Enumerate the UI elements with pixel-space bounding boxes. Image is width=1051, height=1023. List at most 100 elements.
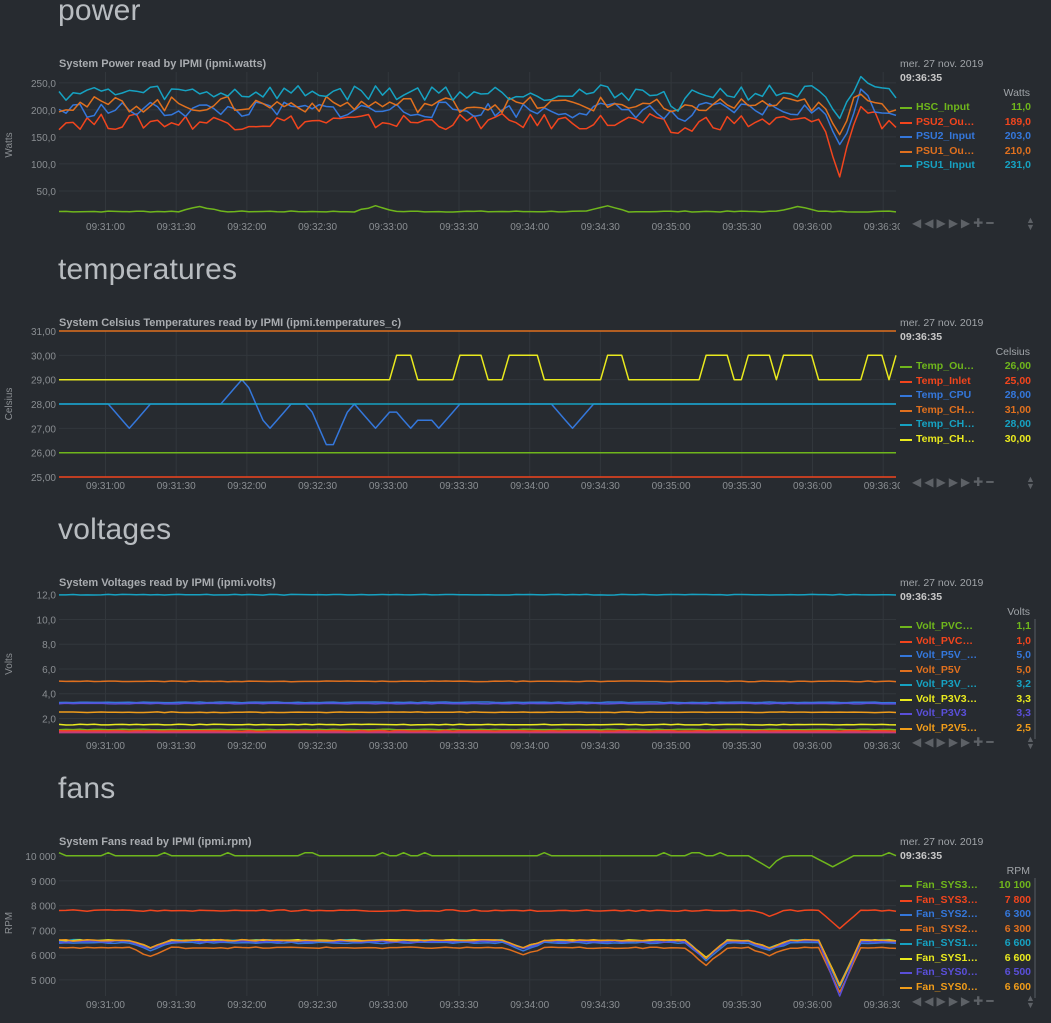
legend-item[interactable]: Volt_P2V5… 2,5 [900, 722, 1031, 736]
temperatures-chart[interactable]: 09:31:00 09:31:30 09:32:00 09:32:30 09:33:00… [0, 259, 900, 509]
legend-item[interactable]: Volt_P3V3… 3,3 [900, 693, 1031, 707]
legend-item[interactable]: Volt_P5V 5,0 [900, 664, 1031, 678]
legend-item[interactable]: PSU1_Ou… 210,0 [900, 145, 1031, 159]
chart-toolbox[interactable]: ◀◀▶▶▶✚━ [912, 216, 996, 230]
rewind-icon[interactable]: ◀◀ [912, 735, 937, 749]
legend-item[interactable]: Volt_P3V3 3,3 [900, 707, 1031, 721]
fans-chart[interactable]: 09:31:00 09:31:30 09:32:00 09:32:30 09:33:00… [0, 778, 900, 1023]
legend-item[interactable]: Temp_CH… 28,00 [900, 418, 1031, 432]
legend-item[interactable]: Temp_CH… 30,00 [900, 433, 1031, 447]
legend-item[interactable]: Temp_Ou… 26,00 [900, 360, 1031, 374]
legend-item[interactable]: Fan_SYS2… 6 300 [900, 908, 1031, 922]
rewind-icon[interactable]: ◀◀ [912, 994, 937, 1008]
legend-label: Temp_CPU [916, 389, 972, 401]
legend-item[interactable]: Fan_SYS1… 6 600 [900, 937, 1031, 951]
rewind-icon[interactable]: ◀◀ [912, 216, 937, 230]
legend-label: Fan_SYS0… [916, 966, 978, 978]
series-line-PSU1_Input [58, 75, 897, 120]
x-tick-label: 09:33:00 [369, 481, 408, 492]
fast-forward-icon[interactable]: ▶▶ [948, 735, 974, 749]
series-line-PSU2_Input [58, 88, 897, 146]
legend-time: 09:36:35 [900, 591, 943, 603]
legend-item[interactable]: Temp_Inlet 25,00 [900, 375, 1031, 389]
x-tick-label: 09:34:00 [510, 1000, 549, 1011]
y-tick-label: 2,0 [42, 714, 56, 725]
resize-handle-icon[interactable]: ▲ ▼ [1026, 734, 1035, 751]
legend-item[interactable]: Fan_SYS3… 7 800 [900, 894, 1031, 908]
voltages-section: voltages System Voltages read by IPMI (i… [0, 513, 1051, 769]
legend-value: 231,0 [1004, 159, 1031, 171]
power-chart[interactable]: 09:31:00 09:31:30 09:32:00 09:32:30 09:33:00… [0, 0, 900, 250]
zoom-out-icon[interactable]: ━ [986, 216, 997, 230]
legend-item[interactable]: Fan_SYS2… 6 300 [900, 923, 1031, 937]
legend-item[interactable]: Fan_SYS3… 10 100 [900, 879, 1031, 893]
legend-scrollbar[interactable] [1034, 878, 1036, 998]
play-icon[interactable]: ▶ [936, 475, 949, 489]
y-tick-label: 10,0 [37, 615, 57, 626]
fast-forward-icon[interactable]: ▶▶ [948, 216, 974, 230]
legend-date: mer. 27 nov. 2019 [900, 317, 984, 329]
fast-forward-icon[interactable]: ▶▶ [948, 475, 974, 489]
x-tick-label: 09:36:30 [864, 481, 900, 492]
resize-handle-icon[interactable]: ▲ ▼ [1026, 993, 1035, 1010]
section-title-temperatures: temperatures [58, 253, 238, 286]
rewind-icon[interactable]: ◀◀ [912, 475, 937, 489]
legend-item[interactable]: Fan_SYS0… 6 500 [900, 966, 1031, 980]
zoom-in-icon[interactable]: ✚ [973, 994, 987, 1008]
plot-area [59, 72, 896, 218]
series-line-Volt_P3V_BAT [59, 593, 897, 596]
legend-label: Fan_SYS0… [916, 980, 978, 993]
legend-item[interactable]: HSC_Input 11,0 [900, 101, 1031, 115]
x-tick-label: 09:35:00 [652, 481, 691, 492]
y-tick-label: 6 000 [31, 951, 56, 962]
legend-value: 30,00 [1004, 432, 1031, 445]
resize-handle-icon[interactable]: ▲ ▼ [1026, 474, 1035, 491]
y-tick-label: 10 000 [25, 852, 56, 863]
play-icon[interactable]: ▶ [936, 216, 949, 230]
x-tick-label: 09:36:30 [864, 741, 900, 752]
chart-toolbox[interactable]: ◀◀▶▶▶✚━ [912, 475, 996, 489]
zoom-out-icon[interactable]: ━ [986, 735, 997, 749]
legend-item[interactable]: PSU1_Input 231,0 [900, 159, 1031, 173]
legend-label: Temp_CH… [916, 403, 975, 416]
legend-item[interactable]: Volt_PVC… 1,0 [900, 635, 1031, 649]
play-icon[interactable]: ▶ [936, 994, 949, 1008]
legend-item[interactable]: Fan_SYS0… 6 600 [900, 981, 1031, 995]
fast-forward-icon[interactable]: ▶▶ [948, 994, 974, 1008]
legend-item[interactable]: Volt_P5V_… 5,0 [900, 649, 1031, 663]
legend-value: 6 500 [1004, 966, 1031, 978]
legend-scrollbar[interactable] [1034, 619, 1036, 739]
legend-label: Volt_P3V3… [916, 692, 978, 705]
legend-item[interactable]: PSU2_Ou… 189,0 [900, 116, 1031, 130]
chart-title-fans: System Fans read by IPMI (ipmi.rpm) [59, 836, 252, 848]
zoom-out-icon[interactable]: ━ [986, 994, 997, 1008]
zoom-in-icon[interactable]: ✚ [973, 475, 987, 489]
series-line-Volt_PVCCIN_2 [58, 729, 897, 732]
legend-label: PSU2_Input [916, 130, 975, 142]
voltages-chart[interactable]: 09:31:00 09:31:30 09:32:00 09:32:30 09:33:00… [0, 519, 900, 769]
y-axis-label: Celsius [4, 388, 15, 421]
legend-swatch [900, 640, 912, 643]
zoom-in-icon[interactable]: ✚ [973, 735, 987, 749]
series-line-Temp_CH_3 [59, 354, 897, 381]
zoom-in-icon[interactable]: ✚ [973, 216, 987, 230]
x-tick-label: 09:36:00 [793, 741, 832, 752]
legend-item[interactable]: Volt_PVC… 1,1 [900, 620, 1031, 634]
legend-value: 26,00 [1004, 360, 1031, 372]
chart-toolbox[interactable]: ◀◀▶▶▶✚━ [912, 735, 996, 749]
legend-label: Fan_SYS3… [916, 879, 978, 891]
x-tick-label: 09:36:00 [793, 481, 832, 492]
x-tick-label: 09:32:30 [298, 1000, 337, 1011]
legend-item[interactable]: Volt_P3V_… 3,2 [900, 678, 1031, 692]
legend-item[interactable]: Temp_CH… 31,00 [900, 404, 1031, 418]
power-section: power System Power read by IPMI (ipmi.wa… [0, 0, 1051, 250]
zoom-out-icon[interactable]: ━ [986, 475, 997, 489]
chart-toolbox[interactable]: ◀◀▶▶▶✚━ [912, 994, 996, 1008]
legend-item[interactable]: PSU2_Input 203,0 [900, 130, 1031, 144]
legend-item[interactable]: Fan_SYS1… 6 600 [900, 952, 1031, 966]
series-line-Fan_SYS2_2 [58, 946, 897, 993]
resize-handle-icon[interactable]: ▲ ▼ [1026, 215, 1035, 232]
legend-item[interactable]: Temp_CPU 28,00 [900, 389, 1031, 403]
legend-label: PSU2_Ou… [916, 115, 975, 128]
play-icon[interactable]: ▶ [936, 735, 949, 749]
